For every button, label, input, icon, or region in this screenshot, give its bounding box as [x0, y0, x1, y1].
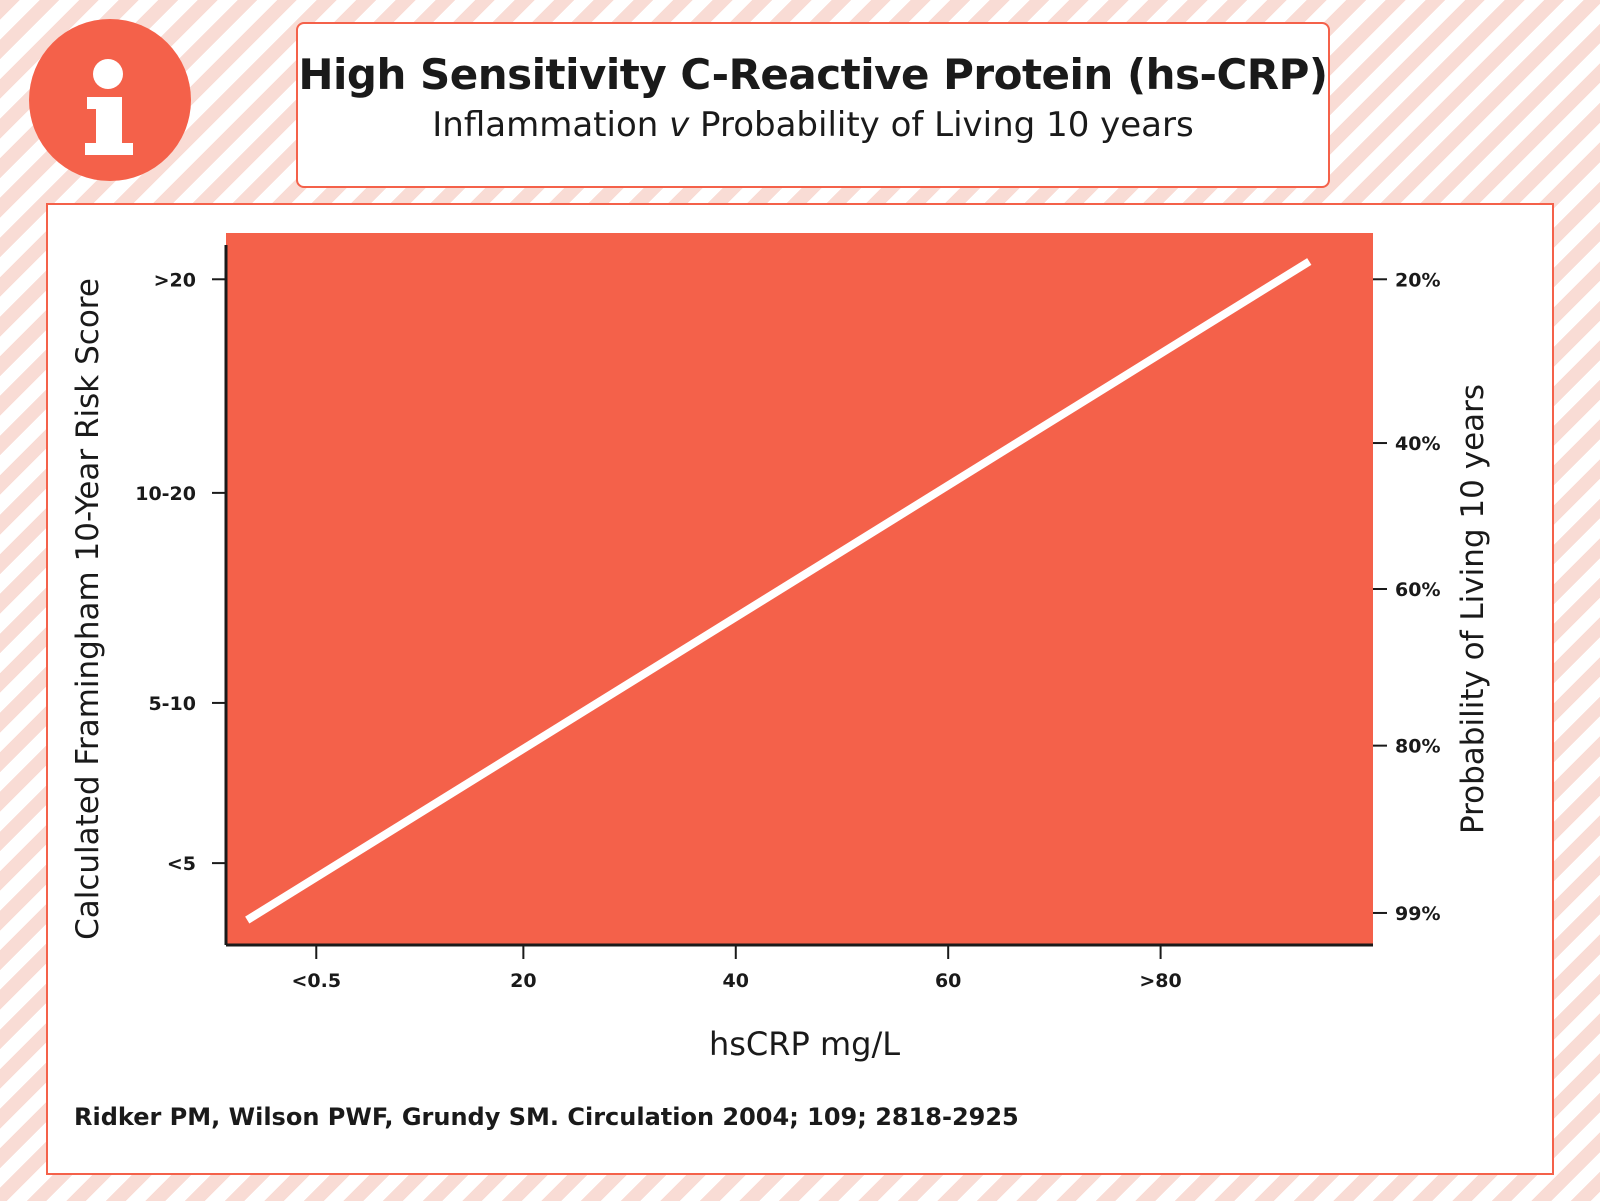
y-right-tick-label: 20% [1395, 269, 1440, 291]
chart-title: High Sensitivity C-Reactive Protein (hs-… [298, 50, 1328, 99]
plot-area [226, 233, 1373, 945]
y-right-tick-label: 80% [1395, 736, 1440, 758]
y-left-axis-label: Calculated Framingham 10-Year Risk Score [70, 278, 106, 940]
title-box: High Sensitivity C-Reactive Protein (hs-… [296, 22, 1330, 188]
x-axis-label: hsCRP mg/L [709, 1025, 900, 1063]
chart-panel: <0.5 20 40 60 >80 <5 5-10 10-20 >20 20% 40% 60% 80% 9… [46, 203, 1554, 1175]
info-badge [29, 19, 191, 181]
chart-subtitle: Inflammation v Probability of Living 10 … [298, 105, 1328, 145]
y-right-tick-label: 60% [1395, 579, 1440, 601]
y-right-tick-label: 99% [1395, 903, 1440, 925]
series-line [245, 258, 1312, 924]
y-left-tick-label: >20 [154, 269, 196, 291]
y-right-axis-label: Probability of Living 10 years [1455, 384, 1491, 834]
x-tick-label: 40 [723, 970, 749, 992]
chart-svg: <0.5 20 40 60 >80 <5 5-10 10-20 >20 20% 40% 60% 80% 9… [70, 233, 1491, 1063]
x-tick-label: >80 [1139, 970, 1181, 992]
info-icon [85, 59, 133, 155]
x-tick-label: <0.5 [291, 970, 341, 992]
y-left-tick-label: <5 [167, 853, 196, 875]
x-tick-label: 20 [510, 970, 536, 992]
subtitle-italic: v [669, 105, 690, 145]
subtitle-prefix: Inflammation [432, 105, 670, 145]
citation: Ridker PM, Wilson PWF, Grundy SM. Circul… [74, 1103, 1019, 1131]
subtitle-suffix: Probability of Living 10 years [689, 105, 1194, 145]
x-tick-label: 60 [935, 970, 961, 992]
y-right-tick-label: 40% [1395, 433, 1440, 455]
y-left-tick-label: 10-20 [135, 483, 196, 505]
y-left-tick-label: 5-10 [148, 693, 196, 715]
